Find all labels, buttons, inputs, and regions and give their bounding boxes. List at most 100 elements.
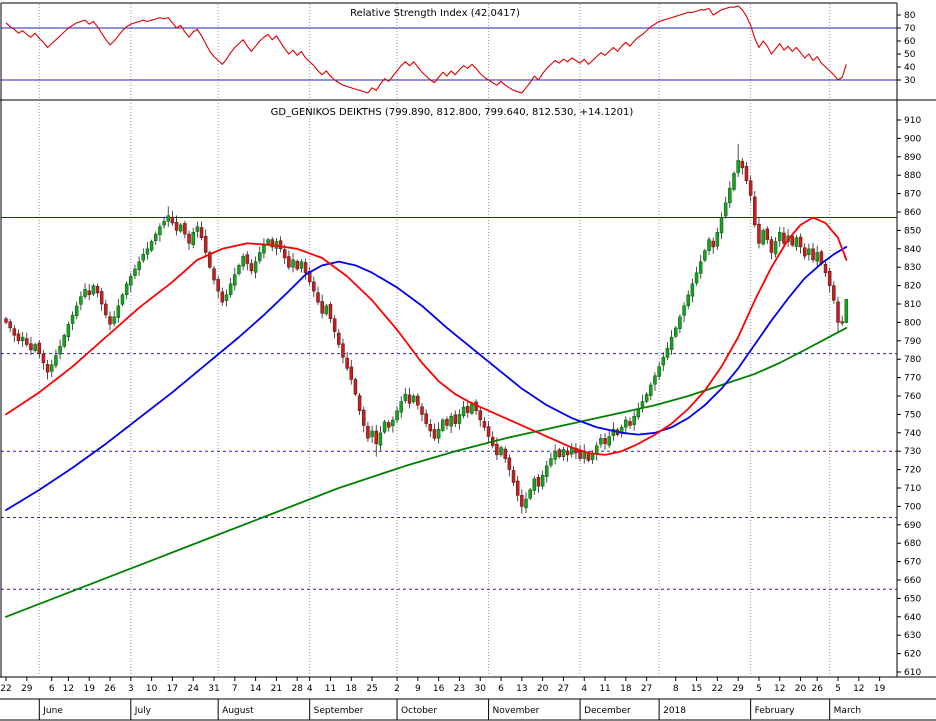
svg-text:800: 800 (904, 318, 921, 328)
svg-text:770: 770 (904, 374, 921, 384)
svg-text:20: 20 (795, 684, 807, 694)
svg-text:660: 660 (904, 576, 921, 586)
svg-text:22: 22 (712, 684, 723, 694)
svg-text:750: 750 (904, 410, 921, 420)
svg-text:9: 9 (415, 684, 421, 694)
svg-text:60: 60 (904, 37, 916, 47)
svg-text:17: 17 (167, 684, 178, 694)
svg-text:10: 10 (146, 684, 158, 694)
x-axis: 22 29 6 12 19 26 3 10 17 24 31 7 14 21 28 4 11 18 25 2 9 16 23… (0, 676, 936, 721)
svg-text:16: 16 (433, 684, 445, 694)
svg-text:June: June (42, 706, 63, 716)
svg-text:12: 12 (774, 684, 785, 694)
svg-text:4: 4 (581, 684, 587, 694)
svg-text:790: 790 (904, 337, 921, 347)
svg-text:820: 820 (904, 282, 921, 292)
svg-text:80: 80 (904, 11, 916, 21)
svg-text:4: 4 (307, 684, 313, 694)
svg-text:29: 29 (21, 684, 33, 694)
svg-text:70: 70 (904, 24, 916, 34)
svg-text:11: 11 (325, 684, 336, 694)
svg-text:27: 27 (641, 684, 652, 694)
svg-text:810: 810 (904, 300, 921, 310)
svg-text:830: 830 (904, 263, 921, 273)
svg-text:February: February (755, 706, 796, 716)
svg-text:680: 680 (904, 539, 921, 549)
svg-text:19: 19 (874, 684, 886, 694)
svg-text:July: July (134, 706, 152, 716)
svg-text:13: 13 (516, 684, 527, 694)
svg-text:620: 620 (904, 650, 921, 660)
svg-text:630: 630 (904, 631, 921, 641)
svg-text:670: 670 (904, 558, 921, 568)
svg-text:24: 24 (187, 684, 199, 694)
svg-text:7: 7 (232, 684, 238, 694)
svg-text:840: 840 (904, 245, 921, 255)
svg-text:40: 40 (904, 63, 916, 73)
svg-text:11: 11 (599, 684, 610, 694)
svg-text:910: 910 (904, 116, 921, 126)
svg-text:640: 640 (904, 613, 921, 623)
svg-text:14: 14 (250, 684, 262, 694)
svg-text:880: 880 (904, 171, 921, 181)
svg-text:650: 650 (904, 594, 921, 604)
svg-text:8: 8 (673, 684, 679, 694)
svg-text:780: 780 (904, 355, 921, 365)
svg-text:October: October (401, 706, 437, 716)
svg-text:31: 31 (208, 684, 219, 694)
svg-text:23: 23 (454, 684, 465, 694)
svg-text:26: 26 (811, 684, 823, 694)
svg-text:September: September (314, 706, 364, 716)
svg-text:12: 12 (63, 684, 74, 694)
short-ma-line (5, 216, 848, 456)
svg-text:21: 21 (271, 684, 282, 694)
mid-ma-line (5, 246, 848, 511)
svg-text:710: 710 (904, 484, 921, 494)
svg-text:730: 730 (904, 447, 921, 457)
svg-text:50: 50 (904, 50, 916, 60)
svg-text:2: 2 (394, 684, 400, 694)
svg-text:27: 27 (558, 684, 569, 694)
svg-text:890: 890 (904, 153, 921, 163)
svg-text:29: 29 (732, 684, 744, 694)
svg-text:22: 22 (0, 684, 11, 694)
svg-text:5: 5 (756, 684, 762, 694)
svg-text:850: 850 (904, 226, 921, 236)
svg-text:25: 25 (366, 684, 377, 694)
month-gridlines (38, 4, 831, 676)
panel-borders (0, 2, 936, 677)
long-ma-line (5, 327, 848, 618)
svg-text:610: 610 (904, 668, 921, 678)
svg-text:870: 870 (904, 190, 921, 200)
svg-text:20: 20 (537, 684, 549, 694)
rsi-line (5, 5, 847, 94)
rsi-panel-title: Relative Strength Index (42.0417) (350, 8, 520, 19)
svg-text:900: 900 (904, 134, 921, 144)
svg-text:690: 690 (904, 521, 921, 531)
svg-text:28: 28 (291, 684, 303, 694)
svg-text:12: 12 (853, 684, 864, 694)
svg-text:30: 30 (904, 76, 916, 86)
svg-text:30: 30 (475, 684, 487, 694)
svg-text:2018: 2018 (663, 706, 686, 716)
moving-average-lines (5, 216, 848, 618)
price-panel-title: GD_GENIKOS DEIKTHS (799.890, 812.800, 79… (271, 107, 634, 118)
svg-text:760: 760 (904, 392, 921, 402)
svg-text:18: 18 (620, 684, 632, 694)
y-axis-labels: 610 620 630 640 650 660 670 680 690 700 710 720 730 7… (897, 11, 921, 678)
svg-text:720: 720 (904, 466, 921, 476)
svg-text:November: November (493, 706, 540, 716)
svg-text:6: 6 (498, 684, 504, 694)
svg-text:August: August (222, 706, 254, 716)
svg-text:18: 18 (346, 684, 358, 694)
svg-text:3: 3 (128, 684, 134, 694)
svg-text:15: 15 (691, 684, 702, 694)
svg-text:December: December (584, 706, 631, 716)
svg-text:740: 740 (904, 429, 921, 439)
svg-text:6: 6 (49, 684, 55, 694)
candlesticks (4, 143, 849, 514)
svg-text:26: 26 (104, 684, 116, 694)
svg-text:860: 860 (904, 208, 921, 218)
